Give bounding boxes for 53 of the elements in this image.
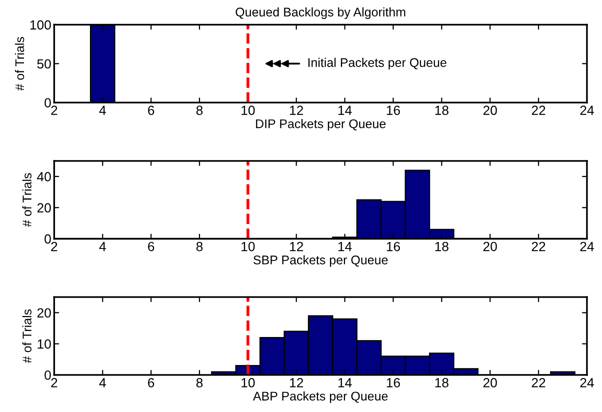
x-tick-label: 16 bbox=[386, 242, 400, 252]
y-axis-title: # of Trials bbox=[14, 36, 24, 91]
x-tick-label: 16 bbox=[386, 106, 400, 116]
x-axis-title: ABP Packets per Queue bbox=[252, 391, 388, 404]
x-tick-label: 16 bbox=[386, 378, 400, 388]
x-tick-label: 20 bbox=[483, 106, 497, 116]
y-tick-label: 0 bbox=[44, 98, 51, 108]
x-tick-label: 8 bbox=[196, 378, 203, 388]
x-tick-label: 6 bbox=[148, 378, 154, 388]
y-tick-label: 0 bbox=[44, 234, 51, 244]
x-tick-label: 10 bbox=[242, 242, 255, 252]
x-tick-label: 14 bbox=[338, 378, 352, 388]
chart-title: Queued Backlogs by Algorithm bbox=[236, 7, 406, 19]
y-tick-label: 100 bbox=[30, 20, 51, 30]
y-tick-label: 50 bbox=[37, 59, 51, 69]
y-tick-label: 20 bbox=[37, 203, 51, 213]
x-tick-label: 2 bbox=[51, 378, 58, 388]
annotation: Initial Packets per Queue bbox=[308, 58, 446, 70]
x-tick-label: 6 bbox=[148, 106, 154, 116]
x-tick-label: 18 bbox=[435, 106, 448, 116]
x-tick-label: 2 bbox=[51, 106, 58, 115]
y-tick-label: 40 bbox=[37, 172, 51, 182]
x-tick-label: 22 bbox=[532, 378, 546, 388]
x-tick-label: 22 bbox=[532, 242, 546, 252]
x-tick-label: 22 bbox=[532, 106, 546, 115]
x-tick-label: 12 bbox=[290, 378, 304, 388]
y-axis-title: # of Trials bbox=[22, 309, 32, 364]
x-tick-label: 4 bbox=[99, 378, 106, 388]
x-axis-title: SBP Packets per Queue bbox=[254, 255, 388, 267]
x-tick-label: 20 bbox=[483, 242, 497, 252]
x-tick-label: 24 bbox=[580, 242, 594, 252]
x-tick-label: 4 bbox=[99, 106, 106, 115]
x-tick-label: 24 bbox=[580, 378, 594, 388]
y-tick-label: 10 bbox=[38, 339, 51, 349]
x-tick-label: 14 bbox=[338, 106, 352, 115]
y-tick-label: 0 bbox=[44, 370, 51, 380]
x-tick-label: 20 bbox=[483, 378, 497, 388]
y-tick-label: 20 bbox=[37, 308, 51, 318]
x-tick-label: 18 bbox=[435, 378, 448, 388]
x-tick-label: 10 bbox=[242, 106, 255, 116]
y-axis-title: # of Trials bbox=[22, 173, 32, 227]
x-tick-label: 10 bbox=[242, 378, 255, 388]
x-tick-label: 12 bbox=[290, 106, 304, 115]
x-tick-label: 8 bbox=[196, 106, 203, 116]
x-tick-label: 8 bbox=[196, 242, 203, 252]
x-axis-title: DIP Packets per Queue bbox=[256, 119, 386, 131]
x-tick-label: 24 bbox=[580, 106, 594, 115]
x-tick-label: 12 bbox=[290, 242, 304, 252]
x-tick-label: 6 bbox=[148, 242, 154, 252]
x-tick-label: 4 bbox=[99, 242, 106, 252]
x-tick-label: 18 bbox=[435, 242, 448, 252]
x-tick-label: 14 bbox=[338, 242, 352, 252]
x-tick-label: 2 bbox=[51, 242, 58, 252]
